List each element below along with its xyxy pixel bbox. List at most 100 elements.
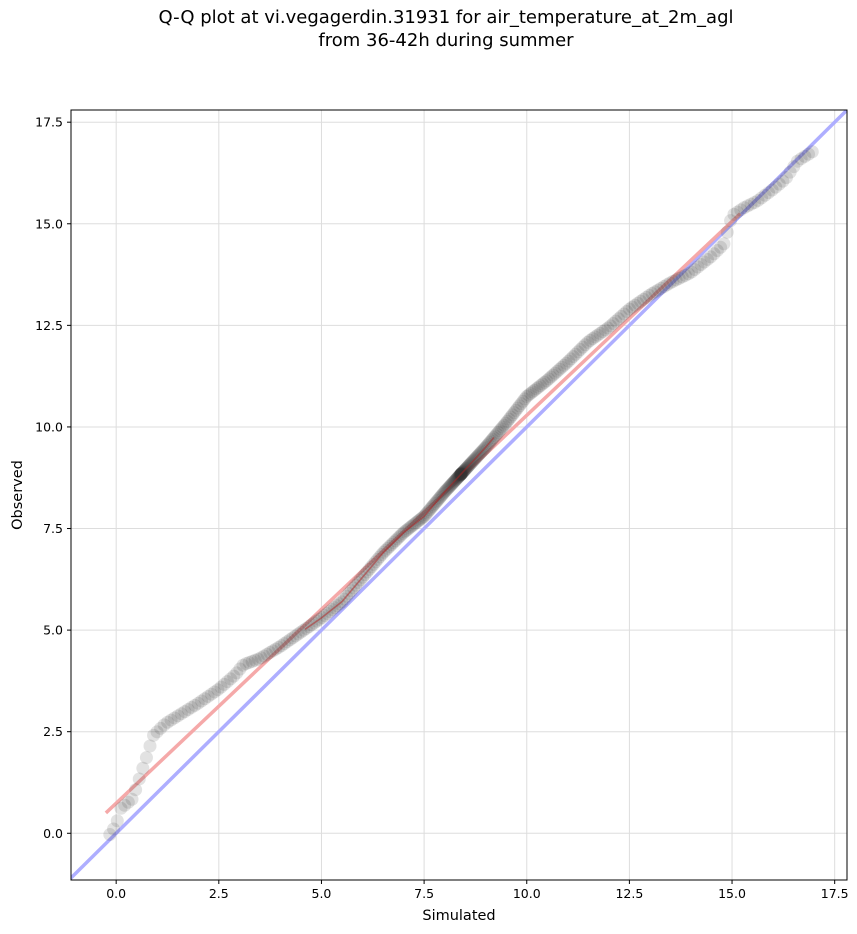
quantile-point: [132, 772, 146, 786]
quantile-point: [260, 647, 274, 661]
quantile-point: [499, 416, 513, 430]
quantile-point: [691, 260, 705, 274]
quantile-point: [648, 285, 662, 299]
quantile-point: [663, 276, 677, 290]
quantile-point: [214, 680, 228, 694]
quantile-point: [529, 382, 543, 396]
quantile-point: [527, 383, 541, 397]
quantile-point: [236, 658, 250, 672]
quantile-point: [596, 325, 610, 339]
quantile-point: [758, 188, 772, 202]
quantile-point: [178, 705, 192, 719]
quantile-point: [277, 637, 291, 651]
quantile-point: [511, 401, 525, 415]
quantile-point: [593, 326, 607, 340]
quantile-point: [720, 225, 734, 239]
quantile-point: [562, 354, 576, 368]
quantile-point: [694, 258, 708, 272]
quantile-point: [634, 294, 648, 308]
quantile-point: [242, 656, 256, 670]
identity-line: [71, 110, 847, 880]
quantile-point: [566, 350, 580, 364]
quantile-point: [704, 250, 718, 264]
quantile-point: [257, 649, 271, 663]
quantile-point: [805, 145, 819, 159]
quantile-point: [286, 631, 300, 645]
quantile-point: [198, 692, 212, 706]
quantile-point: [139, 751, 153, 765]
quantile-point: [765, 183, 779, 197]
quantile-point: [586, 332, 600, 346]
quantile-point: [118, 798, 132, 812]
quantile-point: [181, 703, 195, 717]
quantile-point: [669, 273, 683, 287]
quantile-point: [654, 281, 668, 295]
chart-title-line-2: from 36-42h during summer: [318, 30, 574, 51]
quantile-point: [188, 698, 202, 712]
quantile-point: [730, 205, 744, 219]
quantile-point: [762, 186, 776, 200]
quantile-point: [497, 418, 511, 432]
quantile-point: [227, 669, 241, 683]
fit-line-overlap: [304, 436, 495, 630]
quantile-point: [531, 380, 545, 394]
quantile-point: [540, 374, 554, 388]
quantile-point: [171, 709, 185, 723]
quantile-point: [639, 290, 653, 304]
y-axis-label: Observed: [10, 460, 26, 530]
quantile-point: [524, 386, 538, 400]
quantile-point: [248, 653, 262, 667]
quantile-point: [678, 268, 692, 282]
x-tick-label: 0.0: [106, 886, 126, 901]
quantile-point: [297, 623, 311, 637]
quantile-point: [625, 300, 639, 314]
y-tick-label: 2.5: [43, 724, 63, 739]
quantile-point: [573, 343, 587, 357]
quantile-point: [224, 672, 238, 686]
quantile-point: [779, 170, 793, 184]
fit-line: [104, 212, 742, 815]
x-axis-label: Simulated: [422, 908, 495, 924]
quantile-point: [714, 240, 728, 254]
plot-area: [71, 110, 847, 880]
chart-title: Q-Q plot at vi.vegagerdin.31931 for air_…: [0, 6, 857, 52]
quantile-point: [754, 191, 768, 205]
quantile-point: [514, 397, 528, 411]
quantile-point: [737, 201, 751, 215]
quantile-point: [504, 410, 518, 424]
quantile-point: [734, 203, 748, 217]
quantile-point: [645, 287, 659, 301]
quantile-point: [628, 298, 642, 312]
quantile-point: [505, 408, 519, 422]
quantile-point: [555, 360, 569, 374]
quantile-point: [642, 288, 656, 302]
quantile-point: [147, 728, 161, 742]
quantile-point: [614, 309, 628, 323]
quantile-point: [598, 323, 612, 337]
quantile-point: [516, 394, 530, 408]
quantile-point: [283, 633, 297, 647]
x-tick-label: 10.0: [513, 886, 541, 901]
x-tick-label: 17.5: [821, 886, 849, 901]
quantile-point: [557, 358, 571, 372]
quantile-point: [601, 321, 615, 335]
quantile-point: [685, 265, 699, 279]
quantile-point: [620, 305, 634, 319]
quantile-point: [798, 149, 812, 163]
quantile-point: [157, 718, 171, 732]
chart-title-line-1: Q-Q plot at vi.vegagerdin.31931 for air_…: [158, 7, 734, 28]
plot-frame: [70, 109, 848, 881]
x-tick-label: 5.0: [312, 886, 332, 901]
quantile-point: [233, 662, 247, 676]
quantile-point: [606, 317, 620, 331]
quantile-point: [274, 639, 288, 653]
quantile-point: [245, 654, 259, 668]
quantile-point: [542, 372, 556, 386]
quantile-point: [583, 333, 597, 347]
quantile-point: [204, 687, 218, 701]
grid-lines: [71, 110, 847, 880]
x-tick-label: 15.0: [718, 886, 746, 901]
x-tick-label: 12.5: [615, 886, 643, 901]
quantile-point: [266, 644, 280, 658]
